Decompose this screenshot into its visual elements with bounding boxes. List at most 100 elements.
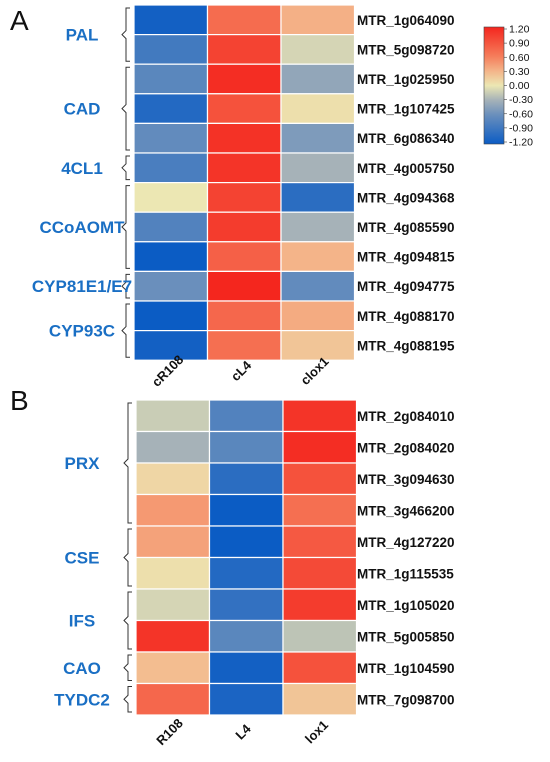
heatmap-cell — [133, 330, 209, 361]
colorbar-tick-label: 0.00 — [509, 80, 530, 92]
colorbar-tick-label: 0.30 — [509, 66, 530, 78]
colorbar-tick-label: 0.90 — [509, 38, 530, 50]
heatmap-cell — [133, 300, 209, 332]
colorbar-tick-label: 1.20 — [509, 24, 530, 36]
heatmap-cell — [133, 63, 209, 95]
gene-label: MTR_1g105020 — [357, 598, 455, 613]
group-bracket — [123, 528, 132, 587]
group-label: 4CL1 — [61, 159, 103, 178]
heatmap-cell — [133, 93, 209, 125]
gene-label: MTR_4g088170 — [357, 309, 455, 324]
gene-label: MTR_4g005750 — [357, 161, 455, 176]
heatmap-cell — [282, 556, 358, 590]
heatmap-cell — [206, 241, 282, 273]
heatmap-cell — [282, 651, 358, 685]
panel-a: A MTR_1g064090 MTR_5g098720 MTR_1g025950 MTR… — [10, 4, 455, 390]
heatmap-cell — [280, 182, 356, 213]
heatmap-cell — [135, 493, 211, 527]
heatmap-cell — [206, 182, 282, 213]
heatmap-cell — [280, 211, 356, 243]
heatmap-cell — [282, 493, 358, 527]
group-label: CAO — [63, 659, 101, 678]
group-bracket — [123, 686, 132, 713]
gene-label: MTR_4g094775 — [357, 279, 455, 294]
colorbar-tick-label: -0.30 — [509, 94, 533, 106]
heatmap-cell — [280, 4, 356, 36]
heatmap-cell — [282, 588, 358, 622]
gene-label: MTR_1g115535 — [357, 566, 454, 581]
heatmap-cell — [282, 462, 358, 496]
group-label: CSE — [65, 549, 100, 568]
group-label: IFS — [69, 612, 95, 631]
heatmap-cell — [135, 619, 211, 653]
gene-label: MTR_3g466200 — [357, 503, 455, 518]
gene-label: MTR_2g084010 — [357, 409, 455, 424]
heatmap-cell — [208, 588, 284, 622]
gene-label: MTR_5g005850 — [357, 629, 455, 644]
gene-label: MTR_7g098700 — [357, 692, 455, 707]
panel-letter: A — [10, 5, 29, 36]
heatmap-cell — [208, 619, 284, 653]
heatmap-cell — [208, 525, 284, 559]
colorbar-tick-label: -0.90 — [509, 122, 533, 134]
group-label: PRX — [65, 454, 101, 473]
group-label: CYP81E1/E7 — [32, 277, 132, 296]
gene-label: MTR_1g064090 — [357, 13, 455, 28]
heatmap-cell — [133, 152, 209, 184]
gene-label: MTR_4g094815 — [357, 250, 455, 265]
heatmap-cell — [208, 493, 284, 527]
heatmap-cell — [280, 93, 356, 125]
heatmap-cell — [206, 122, 282, 154]
heatmap-cell — [133, 241, 209, 273]
heatmap-cell — [282, 682, 358, 716]
gene-label: MTR_4g088195 — [357, 338, 455, 353]
colorbar — [483, 26, 505, 145]
panel-b: B MTR_2g084010 MTR_2g084020 MTR_3g094630 MTR… — [10, 385, 455, 748]
heatmap-cell — [208, 651, 284, 685]
heatmap-cell — [133, 270, 209, 302]
gene-label: MTR_2g084020 — [357, 440, 455, 455]
heatmap-cell — [282, 619, 358, 653]
heatmap-cell — [280, 270, 356, 302]
gene-label: MTR_4g127220 — [357, 535, 455, 550]
heatmap-cell — [206, 300, 282, 332]
heatmap-cell — [280, 63, 356, 95]
heatmap-cell — [280, 152, 356, 184]
column-label: L4 — [232, 721, 254, 743]
heatmap-cell — [135, 588, 211, 622]
heatmap-cell — [206, 93, 282, 125]
gene-label: MTR_5g098720 — [357, 42, 455, 57]
gene-label: MTR_4g085590 — [357, 220, 455, 235]
heatmap-cell — [282, 399, 358, 433]
heatmap-cell — [133, 182, 209, 213]
heatmap-cell — [133, 4, 209, 36]
group-bracket — [121, 66, 130, 151]
column-label: lox1 — [302, 717, 331, 746]
group-label: CCoAOMT — [40, 218, 126, 237]
heatmap-cell — [280, 122, 356, 154]
heatmap-cell — [206, 63, 282, 95]
column-label: cL4 — [228, 357, 255, 384]
heatmap-cell — [208, 430, 284, 464]
heatmap-cell — [135, 399, 211, 433]
heatmap-cell — [135, 682, 211, 716]
group-bracket — [123, 591, 132, 650]
heatmap-cell — [135, 651, 211, 685]
heatmap-cell — [133, 122, 209, 154]
group-label: PAL — [66, 26, 99, 45]
gene-label: MTR_1g025950 — [357, 72, 455, 87]
heatmap-cell — [208, 399, 284, 433]
heatmap-cell — [206, 152, 282, 184]
heatmap-cell — [206, 330, 282, 361]
heatmap-cell — [135, 556, 211, 590]
heatmap-cell — [206, 4, 282, 36]
gene-label: MTR_3g094630 — [357, 472, 455, 487]
group-bracket — [121, 303, 130, 358]
panel-letter: B — [10, 385, 29, 416]
gene-label: MTR_4g094368 — [357, 190, 455, 205]
heatmap-cell — [206, 33, 282, 65]
group-bracket — [121, 7, 130, 62]
heatmap-cell — [133, 33, 209, 65]
heatmap-cell — [135, 462, 211, 496]
